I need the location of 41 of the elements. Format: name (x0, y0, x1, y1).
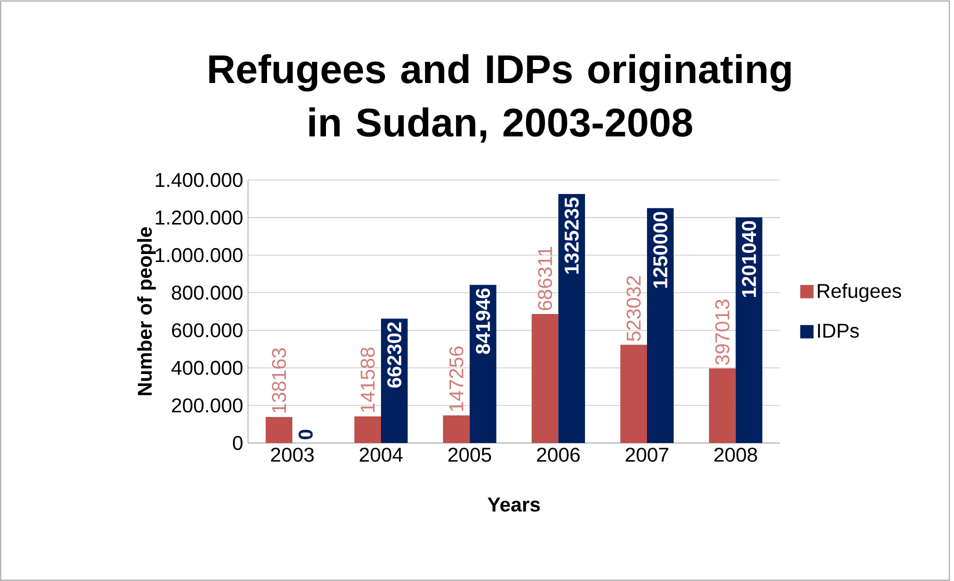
bar (708, 368, 736, 443)
data-label: 1250000 (653, 212, 668, 288)
x-tick-label: 2004 (360, 448, 403, 462)
data-label: 138163 (272, 348, 286, 413)
legend-label: Refugees (818, 283, 902, 302)
y-tick-label: 600.000 (172, 323, 242, 338)
data-label: 141588 (360, 348, 375, 412)
bar (736, 217, 762, 443)
data-label: 1201040 (742, 221, 756, 297)
x-tick-label: 2005 (448, 448, 492, 462)
chart-title: Refugees and IDPs originating in Sudan, 2003-2008 (209, 54, 791, 143)
bar (266, 417, 292, 443)
data-label: 662302 (387, 322, 402, 388)
y-tick-label: 0 (232, 436, 242, 450)
y-tick-label: 1.400.000 (156, 172, 242, 188)
y-tick-label: 400.000 (171, 360, 242, 375)
y-tick-label: 200.000 (172, 398, 242, 412)
data-label: 147256 (449, 346, 464, 411)
bar (354, 416, 381, 443)
x-tick-label: 2003 (271, 448, 314, 462)
x-axis-title: Years (488, 498, 540, 512)
data-label: 397013 (715, 300, 730, 365)
y-tick-label: 1.000.000 (156, 248, 242, 262)
y-axis-title: Number of people (137, 227, 156, 396)
data-label: 523032 (626, 276, 641, 342)
bar (647, 208, 674, 443)
bar (470, 284, 496, 443)
data-label: 0 (298, 430, 313, 440)
y-tick-label: 1.200.000 (156, 210, 242, 225)
x-tick-label: 2006 (537, 448, 580, 462)
data-label: 1325235 (564, 198, 579, 274)
legend-label: IDPs (818, 324, 859, 338)
bar (532, 314, 558, 443)
bar (620, 344, 647, 443)
data-label: 686311 (538, 246, 552, 310)
bar (558, 194, 585, 443)
x-tick-label: 2007 (626, 448, 668, 462)
y-tick-label: 800.000 (172, 286, 242, 300)
bar (443, 415, 470, 443)
data-label: 841946 (476, 288, 490, 354)
x-tick-label: 2008 (714, 448, 758, 462)
